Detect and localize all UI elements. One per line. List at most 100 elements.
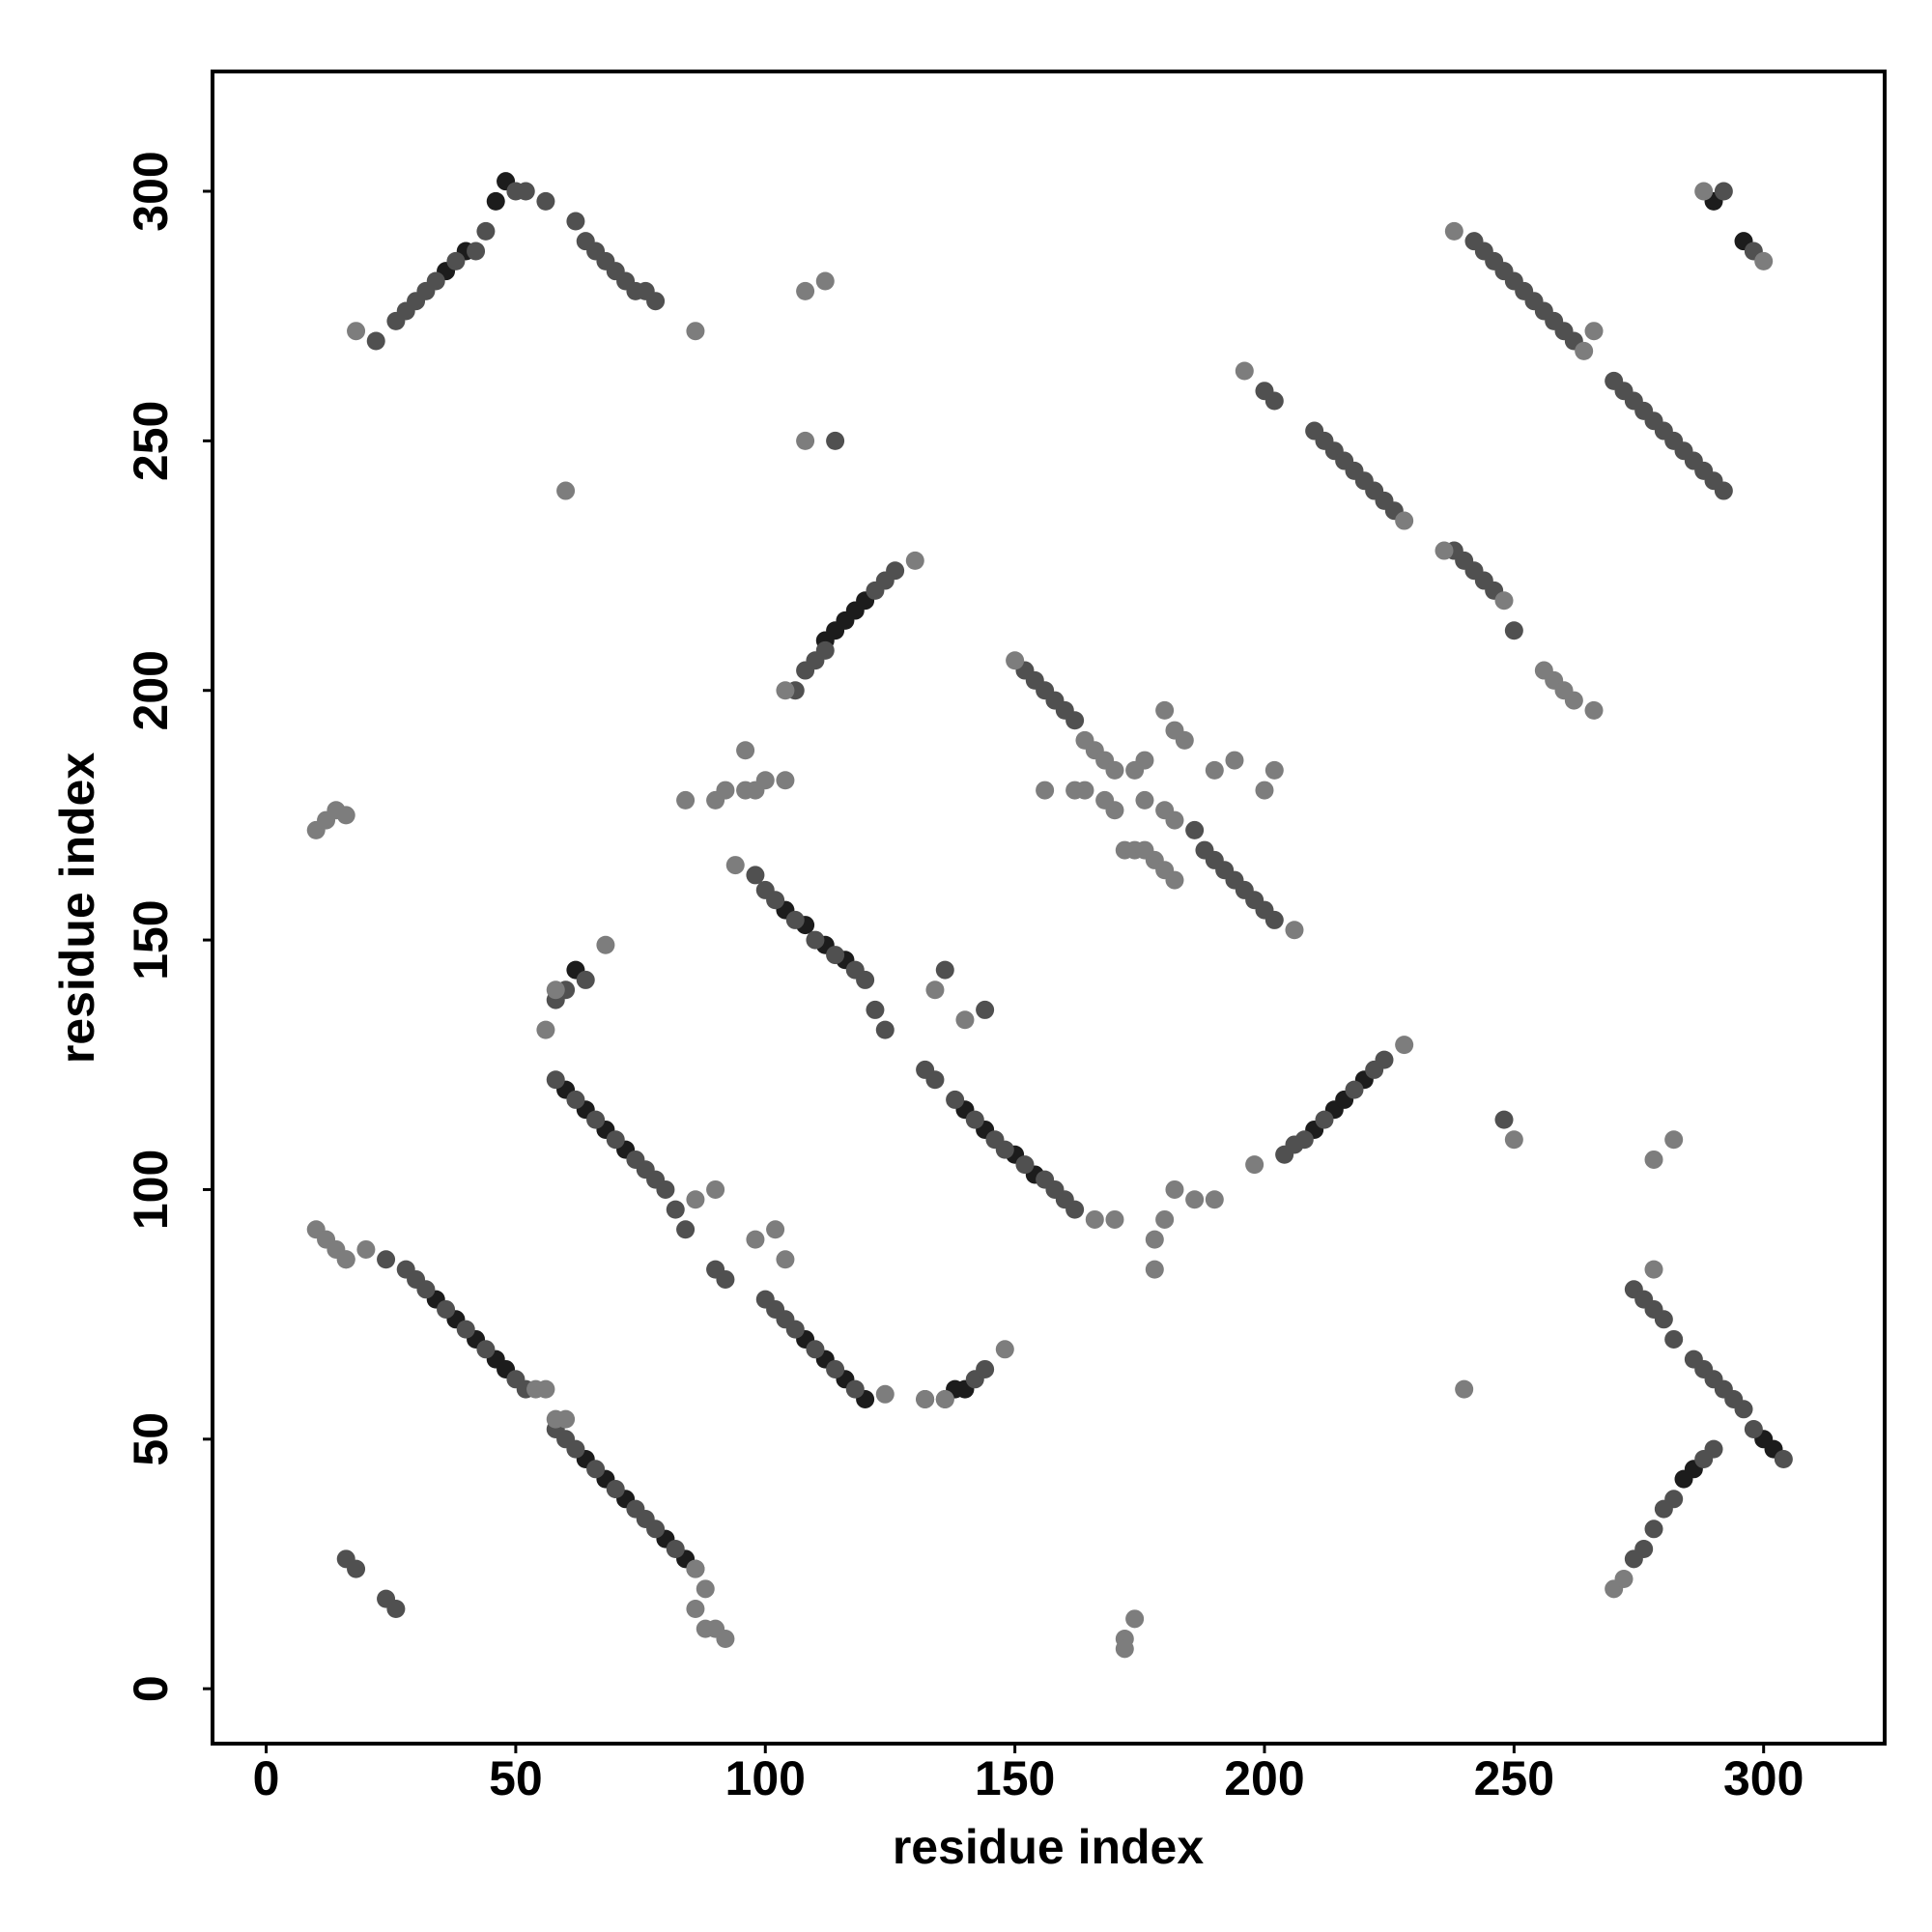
point	[456, 1320, 475, 1339]
point	[366, 331, 385, 351]
point	[1694, 182, 1714, 201]
point	[676, 1220, 696, 1239]
point	[656, 1179, 675, 1199]
point	[1285, 921, 1304, 940]
point	[1145, 1230, 1164, 1249]
point	[1165, 810, 1184, 830]
point	[1644, 1260, 1663, 1279]
point	[386, 1599, 406, 1618]
point	[815, 271, 835, 291]
point	[995, 1140, 1014, 1159]
point	[995, 1340, 1014, 1359]
point	[606, 1479, 625, 1498]
point	[1135, 790, 1154, 810]
point	[1704, 1439, 1723, 1459]
point	[1175, 730, 1194, 750]
point	[606, 1130, 625, 1150]
point	[785, 910, 805, 929]
point	[1714, 481, 1733, 500]
point	[1105, 1209, 1124, 1229]
point	[1584, 700, 1604, 720]
point	[556, 481, 576, 500]
point	[1444, 221, 1463, 241]
point	[546, 980, 565, 1000]
x-tick-label: 150	[975, 1751, 1055, 1805]
y-tick-label: 250	[124, 401, 178, 481]
point	[1165, 870, 1184, 890]
point	[686, 1599, 705, 1618]
point	[925, 980, 945, 1000]
point	[1185, 1190, 1205, 1209]
point	[1085, 1209, 1104, 1229]
point	[1125, 1609, 1145, 1629]
point	[1235, 361, 1254, 381]
x-tick-label: 200	[1224, 1751, 1304, 1805]
point	[716, 781, 735, 800]
y-axis-title: residue index	[50, 753, 104, 1065]
point	[1494, 1110, 1514, 1129]
point	[356, 1239, 376, 1259]
point	[905, 551, 924, 570]
point	[1644, 1520, 1663, 1539]
point	[746, 866, 765, 885]
point	[586, 1110, 606, 1129]
point	[755, 771, 775, 790]
point	[706, 1179, 725, 1199]
point	[1395, 511, 1414, 530]
point	[875, 1384, 895, 1404]
point	[1155, 1209, 1175, 1229]
point	[1155, 700, 1175, 720]
y-tick-label: 50	[124, 1412, 178, 1466]
point	[725, 856, 745, 875]
point	[596, 935, 615, 954]
point	[1494, 591, 1514, 611]
point	[1185, 820, 1205, 839]
point	[516, 182, 535, 201]
point	[1245, 1155, 1264, 1175]
point	[736, 741, 755, 760]
point	[1734, 1400, 1753, 1419]
y-tick-label: 300	[124, 151, 178, 231]
point	[1036, 781, 1055, 800]
point	[536, 191, 555, 211]
point	[826, 431, 845, 450]
point	[1375, 1050, 1394, 1069]
point	[646, 1520, 666, 1539]
point	[1165, 1179, 1184, 1199]
point	[1205, 1190, 1224, 1209]
point	[1294, 1130, 1314, 1150]
y-tick-label: 150	[124, 899, 178, 980]
point	[1264, 391, 1284, 411]
point	[336, 806, 355, 825]
point	[347, 322, 366, 341]
point	[815, 640, 835, 660]
point	[1664, 1329, 1684, 1349]
point	[536, 1020, 555, 1039]
point	[586, 1460, 606, 1479]
y-tick-label: 200	[124, 650, 178, 730]
point	[476, 1340, 496, 1359]
x-tick-label: 250	[1474, 1751, 1554, 1805]
point	[666, 1539, 685, 1558]
point	[766, 1220, 785, 1239]
point	[1644, 1150, 1663, 1169]
point	[336, 1250, 355, 1269]
point	[1105, 801, 1124, 820]
point	[826, 946, 845, 965]
point	[925, 1070, 945, 1090]
point	[1664, 1130, 1684, 1150]
point	[446, 251, 466, 270]
point	[866, 1000, 885, 1019]
point	[935, 960, 954, 980]
point	[1744, 1419, 1763, 1438]
point	[1435, 541, 1454, 560]
point	[1564, 691, 1583, 710]
y-tick-label: 0	[124, 1675, 178, 1702]
point	[1006, 651, 1025, 670]
point	[686, 322, 705, 341]
plot-frame	[211, 70, 1887, 1746]
point	[467, 242, 486, 261]
point	[1345, 1080, 1364, 1099]
point	[785, 1320, 805, 1339]
